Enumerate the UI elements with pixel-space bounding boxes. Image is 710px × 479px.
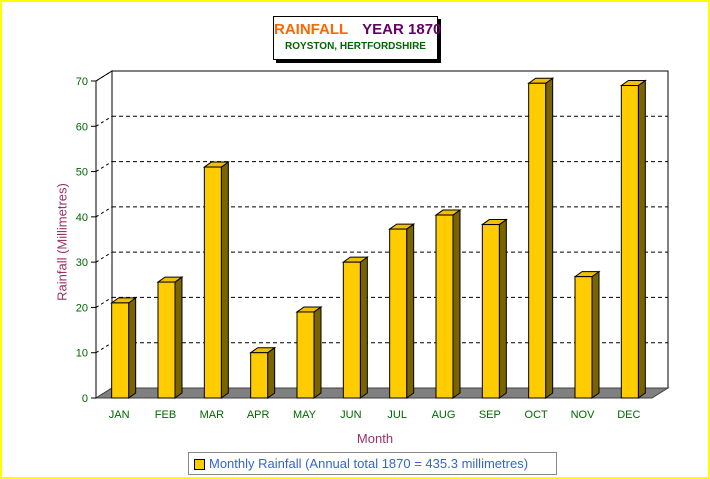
bar-mar (203, 166, 222, 399)
bar-dec (620, 85, 639, 399)
chart-floor (94, 387, 670, 399)
y-tick-label: 40 (76, 212, 88, 224)
x-tick-label: JUL (387, 409, 407, 421)
bar-jun (342, 261, 361, 399)
bar-jul (389, 228, 408, 399)
y-tick-label: 30 (76, 257, 88, 269)
chart-subtitle: ROYSTON, HERTFORDSHIRE (285, 41, 426, 52)
bar-may (296, 311, 315, 399)
x-axis-label: Month (356, 431, 394, 446)
bar-side (174, 276, 183, 399)
bar-jan (111, 302, 130, 399)
x-tick-label: APR (247, 409, 270, 421)
bar-side (267, 346, 276, 399)
bar-side (313, 305, 322, 399)
legend: Monthly Rainfall (Annual total 1870 = 43… (188, 452, 557, 475)
x-tick-label: JUN (340, 409, 361, 421)
x-tick-label: MAY (293, 409, 317, 421)
bar-nov (574, 276, 593, 399)
title-box: RAINFALL YEAR 1870 ROYSTON, HERTFORDSHIRE (273, 16, 441, 60)
y-tick-label: 10 (76, 348, 88, 360)
y-axis-label: Rainfall (Millimetres) (54, 183, 70, 301)
legend-entry: Monthly Rainfall (Annual total 1870 = 43… (209, 456, 529, 471)
x-tick-label: SEP (479, 409, 501, 421)
bar-side (128, 296, 137, 399)
bar-side (406, 223, 415, 399)
x-tick-label: NOV (571, 409, 596, 421)
x-tick-label: JAN (109, 409, 130, 421)
x-tick-label: FEB (155, 409, 176, 421)
x-tick-label: MAR (200, 409, 225, 421)
bar-side (359, 256, 368, 399)
title-year: YEAR 1870 (362, 21, 442, 38)
legend-swatch (194, 459, 205, 470)
bar-side (637, 79, 646, 399)
y-tick-label: 50 (76, 167, 88, 179)
bar-apr (250, 352, 269, 399)
x-tick-label: DEC (617, 409, 640, 421)
bar-aug (435, 214, 454, 399)
y-tick-label: 0 (82, 393, 88, 405)
bar-side (545, 77, 554, 399)
bar-side (452, 209, 461, 399)
x-tick-label: OCT (525, 409, 549, 421)
left-wall (95, 70, 113, 399)
y-tick-label: 60 (76, 121, 88, 133)
y-tick-label: 70 (76, 76, 88, 88)
bar-sep (481, 224, 500, 399)
bar-side (591, 270, 600, 399)
y-tick-label: 20 (76, 302, 88, 314)
x-tick-label: AUG (432, 409, 456, 421)
bar-side (498, 218, 507, 399)
bar-oct (528, 82, 547, 399)
bar-side (220, 161, 229, 399)
chart-title: RAINFALL YEAR 1870 (274, 21, 441, 38)
bar-feb (157, 281, 176, 399)
title-rainfall: RAINFALL (274, 21, 349, 38)
